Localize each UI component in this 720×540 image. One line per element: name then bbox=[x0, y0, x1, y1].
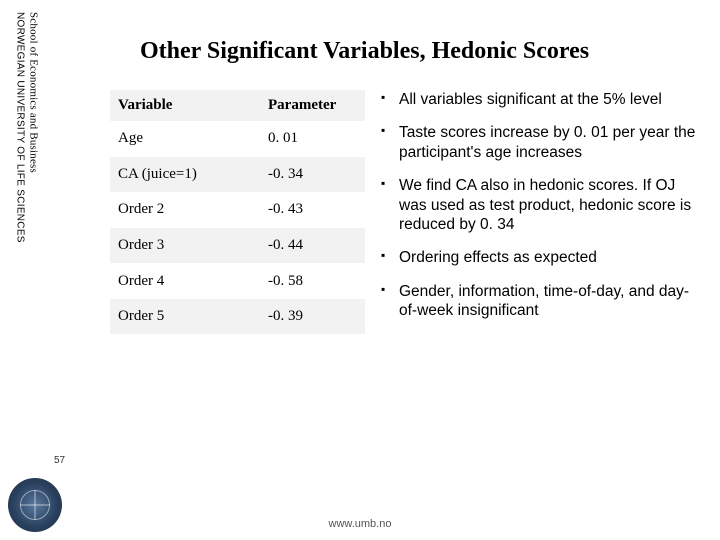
cell-parameter: -0. 39 bbox=[260, 299, 365, 335]
bullet-list: All variables significant at the 5% leve… bbox=[379, 90, 699, 334]
cell-parameter: -0. 44 bbox=[260, 228, 365, 264]
table-row: Order 5 -0. 39 bbox=[110, 299, 365, 335]
table-row: CA (juice=1) -0. 34 bbox=[110, 157, 365, 193]
cell-parameter: -0. 34 bbox=[260, 157, 365, 193]
bullet-item: We find CA also in hedonic scores. If OJ… bbox=[379, 176, 699, 234]
cell-parameter: -0. 58 bbox=[260, 263, 365, 299]
page-number: 57 bbox=[54, 455, 65, 466]
table-row: Age 0. 01 bbox=[110, 121, 365, 157]
bullet-item: Gender, information, time-of-day, and da… bbox=[379, 282, 699, 321]
content-area: Variable Parameter Age 0. 01 CA (juice=1… bbox=[110, 90, 700, 334]
table-row: Order 2 -0. 43 bbox=[110, 192, 365, 228]
variables-table: Variable Parameter Age 0. 01 CA (juice=1… bbox=[110, 90, 365, 334]
logo-globe-icon bbox=[20, 490, 50, 520]
cell-variable: Order 2 bbox=[110, 192, 260, 228]
cell-variable: Order 3 bbox=[110, 228, 260, 264]
header-variable: Variable bbox=[110, 90, 260, 121]
cell-parameter: 0. 01 bbox=[260, 121, 365, 157]
table-row: Order 3 -0. 44 bbox=[110, 228, 365, 264]
bullet-item: Taste scores increase by 0. 01 per year … bbox=[379, 123, 699, 162]
cell-variable: Age bbox=[110, 121, 260, 157]
bullet-item: Ordering effects as expected bbox=[379, 248, 699, 267]
sidebar-text: School of Economics and Business NORWEGI… bbox=[12, 12, 41, 352]
page-title: Other Significant Variables, Hedonic Sco… bbox=[140, 38, 589, 65]
cell-variable: Order 4 bbox=[110, 263, 260, 299]
table-header-row: Variable Parameter bbox=[110, 90, 365, 121]
cell-parameter: -0. 43 bbox=[260, 192, 365, 228]
footer-url: www.umb.no bbox=[0, 518, 720, 530]
slide: School of Economics and Business NORWEGI… bbox=[0, 0, 720, 540]
university-name: NORWEGIAN UNIVERSITY OF LIFE SCIENCES bbox=[14, 12, 25, 243]
institution-sidebar: School of Economics and Business NORWEGI… bbox=[12, 12, 41, 352]
cell-variable: CA (juice=1) bbox=[110, 157, 260, 193]
table-row: Order 4 -0. 58 bbox=[110, 263, 365, 299]
header-parameter: Parameter bbox=[260, 90, 365, 121]
cell-variable: Order 5 bbox=[110, 299, 260, 335]
school-name: School of Economics and Business bbox=[28, 12, 40, 173]
bullet-item: All variables significant at the 5% leve… bbox=[379, 90, 699, 109]
